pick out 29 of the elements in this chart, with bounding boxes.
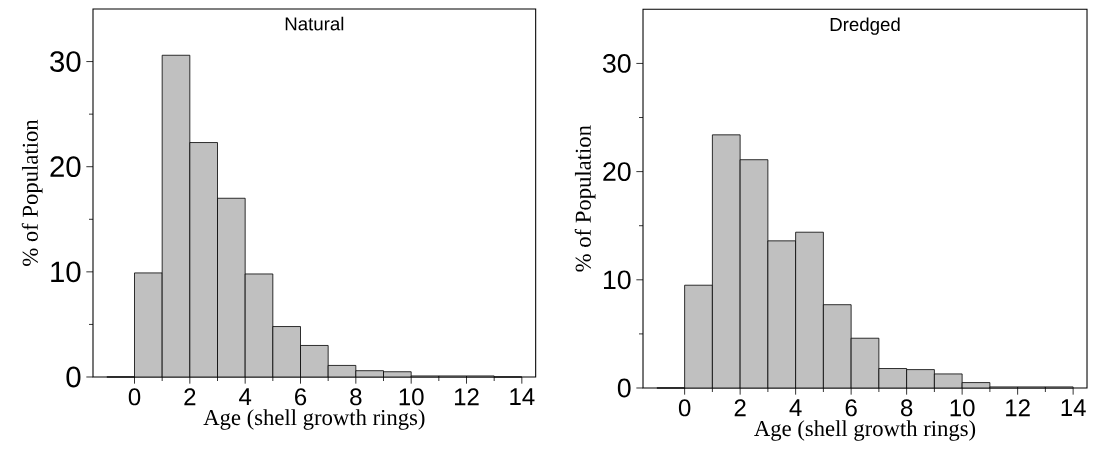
x-tick-label: 6 xyxy=(295,388,307,406)
y-tick-label: 20 xyxy=(603,162,631,182)
y-axis-title: % of Population xyxy=(21,119,43,266)
x-tick-label: 14 xyxy=(1061,399,1086,416)
chart-title: Natural xyxy=(285,16,344,31)
x-tick-label: 14 xyxy=(510,388,535,405)
x-tick-label: 4 xyxy=(239,388,252,405)
x-tick-label: 8 xyxy=(901,399,913,417)
x-tick-label: 12 xyxy=(454,388,479,406)
x-tick-label: 4 xyxy=(789,399,802,416)
y-tick-label: 0 xyxy=(66,366,81,388)
x-tick-label: 10 xyxy=(950,399,975,417)
x-axis-title: Age (shell growth rings) xyxy=(203,409,425,430)
x-tick-label: 0 xyxy=(128,388,141,406)
x-tick-label: 6 xyxy=(845,399,857,417)
x-tick-label: 12 xyxy=(1006,399,1030,417)
x-tick-label: 0 xyxy=(678,399,691,417)
y-tick-label: 10 xyxy=(51,261,81,283)
x-tick-label: 2 xyxy=(184,388,196,406)
y-tick-label: 30 xyxy=(603,54,631,73)
y-axis-title: % of Population xyxy=(574,125,596,272)
x-axis-title: Age (shell growth rings) xyxy=(754,420,976,441)
x-tick-label: 2 xyxy=(734,399,746,417)
chart-title: Dredged xyxy=(830,17,900,35)
y-tick-label: 30 xyxy=(50,51,81,72)
y-tick-label: 20 xyxy=(50,156,81,178)
y-tick-label: 10 xyxy=(604,270,631,290)
x-tick-label: 8 xyxy=(350,388,362,406)
x-tick-label: 10 xyxy=(399,388,424,406)
